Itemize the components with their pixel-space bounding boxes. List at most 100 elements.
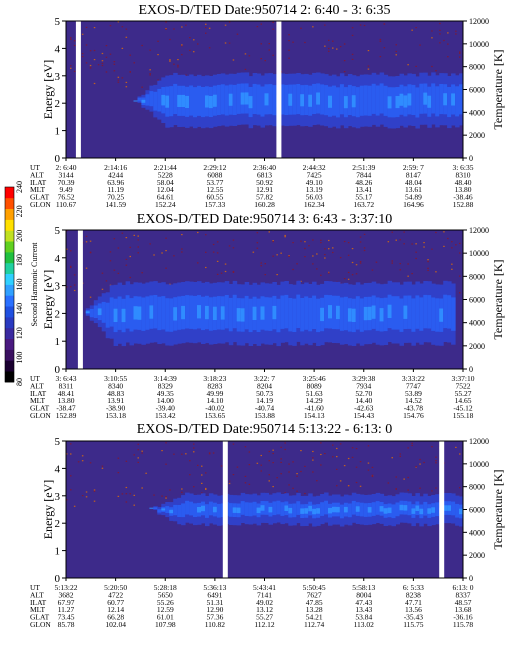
noise-speck: [85, 267, 88, 269]
noise-speck: [260, 23, 262, 25]
band-peak-cell: [264, 93, 269, 106]
ephemeris-value: 6813: [257, 170, 272, 179]
band-inner-cell: [109, 297, 115, 327]
band-peak-cell: [443, 505, 448, 511]
noise-speck: [177, 59, 179, 61]
band-inner-cell: [161, 296, 166, 330]
noise-speck: [324, 453, 326, 455]
noise-speck: [276, 477, 278, 479]
band-peak-cell: [431, 507, 436, 513]
noise-speck: [177, 64, 179, 66]
ephemeris-row-label: ALT: [30, 381, 44, 390]
noise-speck: [332, 47, 334, 49]
noise-speck: [280, 458, 282, 460]
noise-speck: [228, 21, 231, 23]
band-peak-cell: [328, 95, 333, 108]
noise-speck: [336, 456, 338, 458]
ephemeris-value: 14.65: [455, 396, 472, 405]
noise-speck: [347, 271, 350, 274]
noise-speck: [89, 296, 92, 298]
noise-speck: [443, 231, 445, 233]
noise-speck: [312, 255, 314, 257]
colorbar-swatch: [5, 371, 14, 383]
noise-speck: [70, 65, 72, 67]
band-peak-cell: [427, 508, 432, 514]
ephemeris-value: 60.55: [206, 193, 223, 202]
band-peak-cell: [149, 507, 154, 509]
colorbar-swatch: [5, 360, 14, 372]
noise-speck: [276, 254, 278, 256]
colorbar-swatch: [5, 306, 14, 318]
y2-tick-label: 8000: [469, 63, 485, 72]
noise-speck: [411, 273, 413, 275]
noise-speck: [332, 251, 334, 254]
noise-speck: [411, 243, 413, 245]
band-peak-cell: [308, 94, 313, 107]
band-inner-cell: [435, 298, 440, 332]
noise-speck: [292, 461, 294, 463]
noise-speck: [355, 466, 358, 468]
noise-speck: [177, 66, 179, 68]
ephemeris-value: 2:21:44: [154, 163, 177, 172]
noise-speck: [332, 247, 334, 249]
y-tick-label: 1: [55, 336, 61, 348]
ephemeris-value: 3: 6:43: [55, 374, 76, 383]
noise-speck: [399, 269, 401, 271]
noise-speck: [228, 245, 231, 247]
band-inner-cell: [216, 84, 222, 115]
band-peak-cell: [423, 92, 428, 105]
noise-speck: [435, 456, 437, 458]
noise-speck: [316, 268, 318, 270]
colorbar-swatch: [5, 230, 14, 242]
noise-speck: [117, 472, 120, 474]
noise-speck: [252, 251, 255, 253]
noise-speck: [403, 243, 405, 245]
band-inner-cell: [280, 502, 285, 516]
noise-speck: [216, 260, 219, 262]
noise-speck: [66, 286, 68, 288]
noise-speck: [280, 473, 282, 475]
noise-speck: [93, 82, 96, 85]
band-peak-cell: [133, 306, 138, 320]
ephemeris-row-label: GLON: [30, 200, 51, 209]
band-inner-cell: [268, 297, 273, 331]
noise-speck: [181, 488, 183, 490]
ephemeris-value: 55.27: [256, 613, 273, 622]
noise-speck: [427, 259, 429, 261]
colorbar-tick-label: 120: [15, 327, 24, 339]
noise-speck: [423, 461, 425, 464]
ephemeris-value: 53.84: [355, 613, 372, 622]
band-peak-cell: [387, 96, 393, 109]
noise-speck: [137, 235, 139, 237]
noise-speck: [367, 68, 370, 70]
ephemeris-value: 8004: [356, 590, 371, 599]
band-inner-cell: [459, 84, 464, 115]
band-inner-cell: [407, 501, 412, 516]
noise-speck: [308, 245, 310, 247]
band-peak-cell: [395, 96, 400, 109]
ephemeris-value: 107.98: [155, 620, 176, 629]
noise-speck: [284, 236, 286, 238]
noise-speck: [312, 239, 314, 241]
ephemeris-value: 7934: [356, 381, 371, 390]
noise-speck: [185, 24, 187, 26]
noise-speck: [312, 457, 314, 459]
noise-speck: [185, 453, 187, 455]
ephemeris-value: 54.89: [405, 193, 422, 202]
noise-speck: [324, 45, 326, 47]
noise-speck: [300, 470, 302, 473]
noise-speck: [149, 49, 151, 51]
noise-speck: [336, 447, 338, 450]
noise-speck: [220, 465, 223, 467]
ephemeris-value: 115.78: [453, 620, 474, 629]
noise-speck: [459, 453, 461, 455]
noise-speck: [141, 44, 143, 47]
noise-speck: [391, 260, 393, 262]
noise-speck: [300, 240, 302, 242]
band-inner-cell: [399, 298, 404, 332]
noise-speck: [336, 485, 338, 487]
noise-speck: [133, 234, 135, 236]
noise-speck: [296, 263, 298, 265]
band-peak-cell: [312, 508, 317, 515]
noise-speck: [157, 79, 159, 81]
